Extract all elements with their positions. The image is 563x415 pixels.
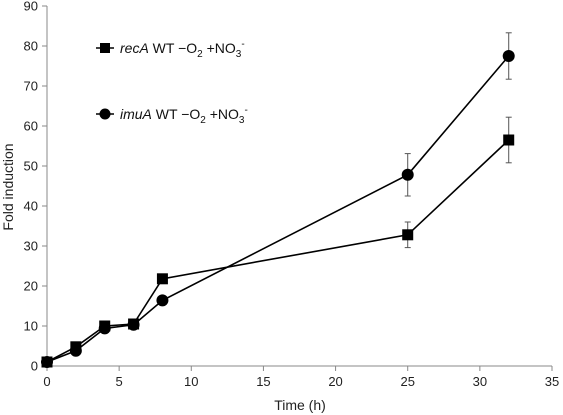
y-tick-label: 30 [24, 239, 38, 254]
axes [46, 6, 552, 367]
x-tick-label: 15 [256, 374, 270, 389]
y-tick-label: 60 [24, 119, 38, 134]
data-point-square [402, 229, 414, 241]
y-tick-label: 10 [24, 319, 38, 334]
legend-label-imua: imuA WT −O2 +NO3- [120, 105, 248, 126]
series-line [46, 139, 510, 363]
x-tick-label: 5 [116, 374, 123, 389]
data-point-circle [98, 322, 111, 335]
data-point-circle [401, 168, 414, 181]
y-tick-label: 70 [24, 79, 38, 94]
series-line [46, 55, 510, 363]
x-ticks: 0 5 10 15 20 25 30 35 [43, 366, 559, 389]
x-tick-label: 0 [43, 374, 50, 389]
data-point-circle [502, 50, 515, 62]
legend: recA WT −O2 +NO3- imuA WT −O2 +NO3- [96, 39, 248, 126]
y-tick-label: 40 [24, 199, 38, 214]
y-tick-label: 50 [24, 159, 38, 174]
legend-entry-imua: imuA WT −O2 +NO3- [96, 105, 248, 126]
y-axis-title: Fold induction [0, 143, 16, 230]
data-point-circle [156, 294, 169, 307]
y-tick-label: 90 [24, 0, 38, 14]
data-point-square [503, 134, 515, 146]
x-tick-label: 10 [184, 374, 198, 389]
y-ticks: 0 10 20 30 40 50 60 70 80 90 [24, 0, 47, 374]
legend-marker-square [100, 43, 110, 53]
legend-label-reca: recA WT −O2 +NO3- [120, 39, 245, 60]
x-axis-title: Time (h) [274, 397, 326, 413]
legend-gene-imua: imuA [120, 106, 152, 122]
data-point-circle [127, 318, 140, 331]
legend-entry-reca: recA WT −O2 +NO3- [96, 39, 245, 60]
x-tick-label: 30 [473, 374, 487, 389]
y-tick-label: 0 [31, 359, 38, 374]
data-point-circle [69, 344, 82, 357]
x-tick-label: 25 [400, 374, 414, 389]
y-tick-label: 80 [24, 39, 38, 54]
x-tick-label: 20 [328, 374, 342, 389]
data-point-square [156, 273, 168, 285]
x-tick-label: 35 [545, 374, 559, 389]
legend-gene-reca: recA [120, 40, 149, 56]
series-layer [41, 32, 515, 368]
data-point-circle [41, 356, 53, 368]
y-tick-label: 20 [24, 279, 38, 294]
series-reca [41, 116, 515, 368]
legend-marker-circle [99, 108, 111, 120]
series-imua [41, 32, 515, 368]
